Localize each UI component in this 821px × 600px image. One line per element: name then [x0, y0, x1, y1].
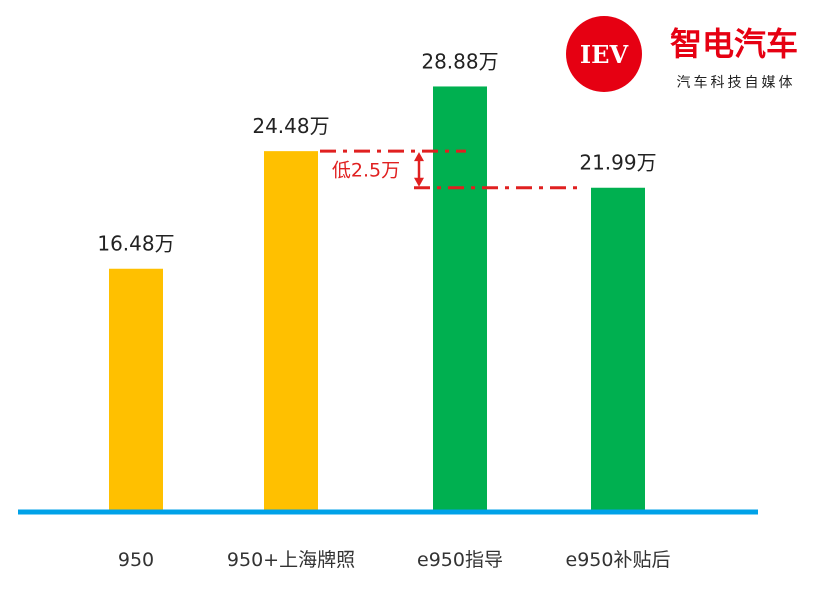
difference-arrow-head-down [414, 177, 424, 187]
difference-label: 低2.5万 [332, 159, 400, 181]
logo-circle [566, 16, 642, 92]
x-tick-label-2: 950+上海牌照 [227, 549, 355, 571]
bar-3 [433, 86, 487, 512]
bar-4 [591, 187, 645, 511]
data-label-1: 16.48万 [97, 232, 174, 256]
brand-tagline: 汽车科技自媒体 [677, 74, 796, 91]
x-tick-label-1: 950 [118, 549, 154, 571]
difference-arrow-head-up [414, 152, 424, 162]
brand-logo: IEV 智电汽车 汽车科技自媒体 [566, 16, 798, 92]
bar-2 [264, 151, 318, 512]
x-tick-label-3: e950指导 [417, 549, 503, 571]
data-label-3: 28.88万 [421, 49, 498, 73]
data-label-2: 24.48万 [252, 114, 329, 138]
bar-1 [109, 268, 163, 511]
data-label-4: 21.99万 [579, 151, 656, 175]
x-tick-labels: 950 950+上海牌照 e950指导 e950补贴后 [118, 549, 671, 571]
labels-layer: 16.48万 24.48万 28.88万 21.99万 [97, 49, 656, 255]
difference-annotation: 低2.5万 [320, 149, 580, 190]
bars-layer [109, 86, 645, 512]
logo-text: IEV [580, 40, 629, 69]
brand-name: 智电汽车 [670, 25, 798, 63]
x-tick-label-4: e950补贴后 [566, 549, 671, 571]
